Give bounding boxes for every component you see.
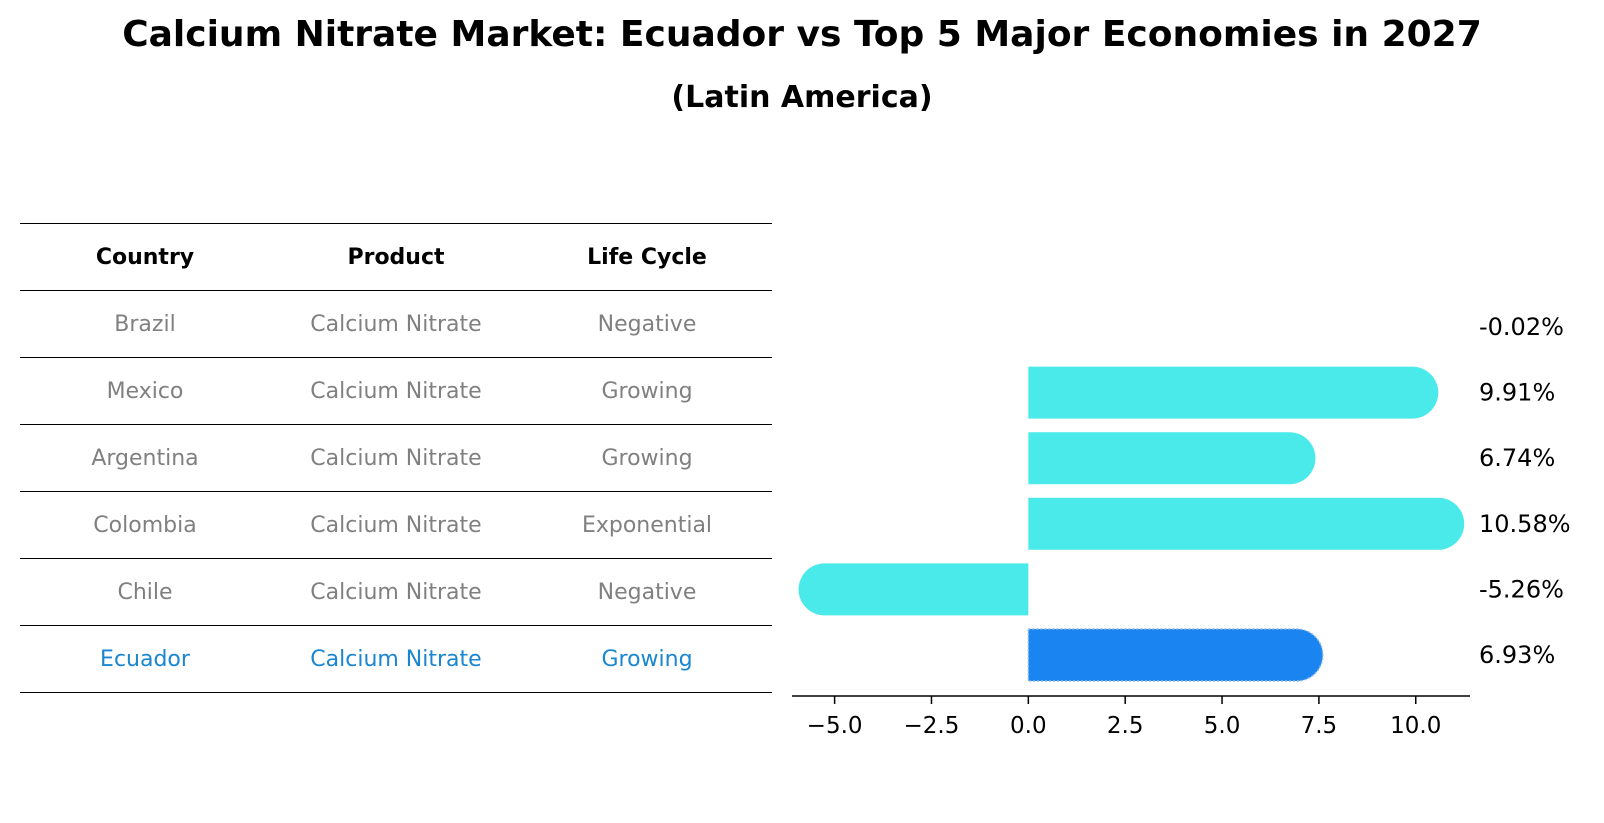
x-tick-label: 2.5 (1107, 713, 1144, 739)
value-label: -0.02% (1479, 313, 1564, 341)
x-tick-label: 7.5 (1301, 713, 1338, 739)
value-label: 10.58% (1479, 510, 1571, 538)
table-row: Brazil Calcium Nitrate Negative (20, 291, 772, 358)
cell-product: Calcium Nitrate (310, 579, 482, 605)
x-tick-label: −5.0 (807, 713, 863, 739)
x-tick-label: 5.0 (1204, 713, 1241, 739)
x-tick-label: −2.5 (904, 713, 960, 739)
cell-product: Calcium Nitrate (310, 311, 482, 337)
data-table: Country Product Life Cycle Brazil Calciu… (20, 223, 772, 693)
bar-mexico (1028, 366, 1439, 419)
bar-colombia (1028, 497, 1465, 550)
table-header-row: Country Product Life Cycle (20, 224, 772, 291)
cell-country: Argentina (91, 445, 199, 471)
table-row: Colombia Calcium Nitrate Exponential (20, 492, 772, 559)
x-tick-label: 0.0 (1010, 713, 1047, 739)
value-label: 6.93% (1479, 641, 1555, 669)
cell-product: Calcium Nitrate (310, 646, 482, 672)
cell-country: Chile (117, 579, 173, 605)
value-label: 6.74% (1479, 444, 1555, 472)
cell-country: Mexico (106, 378, 184, 404)
cell-life-cycle: Negative (597, 311, 697, 337)
bar-chile (798, 563, 1029, 616)
cell-life-cycle: Negative (597, 579, 697, 605)
header-life-cycle: Life Cycle (587, 244, 707, 270)
value-label: -5.26% (1479, 575, 1564, 603)
x-tick-label: 10.0 (1390, 713, 1441, 739)
cell-life-cycle: Growing (601, 646, 693, 672)
cell-country: Colombia (93, 512, 197, 538)
header-product: Product (347, 244, 445, 270)
cell-product: Calcium Nitrate (310, 445, 482, 471)
table-row-highlight: Ecuador Calcium Nitrate Growing (20, 626, 772, 693)
bar-ecuador (1027, 628, 1324, 682)
table-row: Argentina Calcium Nitrate Growing (20, 425, 772, 492)
chart-subtitle: (Latin America) (671, 80, 933, 115)
value-label: 9.91% (1479, 379, 1555, 407)
cell-life-cycle: Growing (601, 378, 693, 404)
cell-product: Calcium Nitrate (310, 378, 482, 404)
table-row: Mexico Calcium Nitrate Growing (20, 358, 772, 425)
bar-argentina (1028, 432, 1316, 485)
table-row: Chile Calcium Nitrate Negative (20, 559, 772, 626)
cell-life-cycle: Growing (601, 445, 693, 471)
cell-life-cycle: Exponential (581, 512, 713, 538)
header-country: Country (95, 244, 195, 270)
cell-country: Brazil (114, 311, 176, 337)
chart-title: Calcium Nitrate Market: Ecuador vs Top 5… (122, 14, 1482, 55)
cell-country: Ecuador (100, 646, 190, 672)
cell-product: Calcium Nitrate (310, 512, 482, 538)
